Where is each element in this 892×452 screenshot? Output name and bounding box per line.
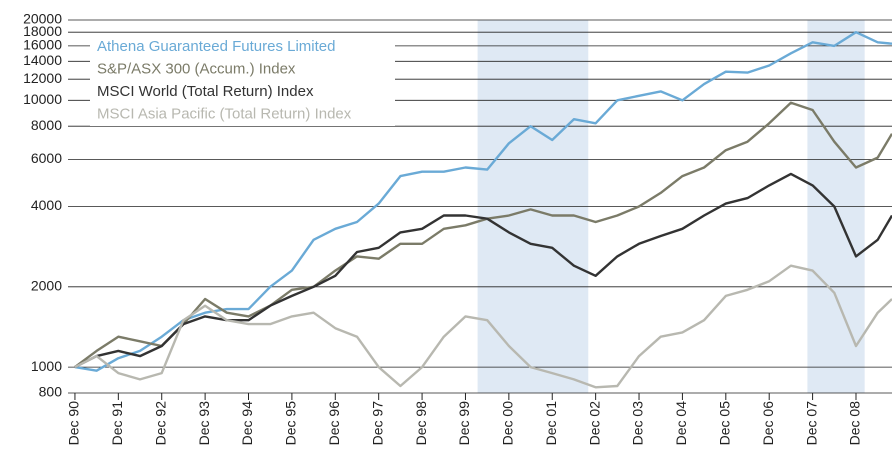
- series-line: [74, 264, 892, 389]
- y-tick-label: 1000: [31, 358, 62, 374]
- x-tick-label: Dec 95: [283, 401, 299, 446]
- x-tick-label: Dec 96: [326, 401, 342, 446]
- x-tick-label: Dec 05: [717, 401, 733, 446]
- x-tick-label: Dec 06: [760, 401, 776, 446]
- axes: 800 1000 2000 4000 6000 8000 10000 12000 1400016…: [23, 11, 863, 446]
- series-lines: [74, 31, 892, 389]
- y-tick-label: 800: [39, 384, 63, 400]
- y-tick-label: 14000: [23, 52, 62, 68]
- series-line: [74, 172, 892, 369]
- y-tick-label: 8000: [31, 117, 62, 133]
- y-tick-label: 10000: [23, 91, 62, 107]
- y-tick-label: 4000: [31, 197, 62, 213]
- x-tick-label: Dec 98: [413, 401, 429, 446]
- x-tick-label: Dec 00: [500, 401, 516, 446]
- x-tick-label: Dec 01: [543, 401, 559, 446]
- legend-entry: MSCI World (Total Return) Index: [97, 83, 314, 100]
- x-tick-label: Dec 91: [109, 401, 125, 446]
- legend: Athena Guaranteed Futures Limited S&P/ASX…: [90, 34, 395, 126]
- grid: [68, 19, 892, 394]
- x-tick-label: Dec 90: [66, 401, 82, 446]
- x-tick-label: Dec 08: [847, 401, 863, 446]
- legend-entry: Athena Guaranteed Futures Limited: [97, 38, 335, 55]
- y-tick-label: 12000: [23, 70, 62, 86]
- x-tick-label: Dec 97: [369, 401, 385, 446]
- y-tick-label: 2000: [31, 278, 62, 294]
- x-tick-label: Dec 03: [630, 401, 646, 446]
- x-tick-label: Dec 99: [456, 401, 472, 446]
- legend-entry: MSCI Asia Pacific (Total Return) Index: [97, 105, 352, 122]
- x-tick-label: Dec 93: [196, 401, 212, 446]
- x-tick-label: Dec 92: [152, 401, 168, 446]
- x-tick-label: Dec 94: [239, 401, 255, 446]
- y-tick-label: 20000: [23, 11, 62, 27]
- y-tick-label: 6000: [31, 150, 62, 166]
- y-tick-label: 16000: [23, 37, 62, 53]
- x-tick-label: Dec 02: [586, 401, 602, 446]
- legend-entry: S&P/ASX 300 (Accum.) Index: [97, 60, 296, 77]
- x-tick-label: Dec 04: [673, 401, 689, 446]
- y-tick-label: 18000: [23, 23, 62, 39]
- x-tick-label: Dec 07: [803, 401, 819, 446]
- legend-background: [90, 34, 395, 126]
